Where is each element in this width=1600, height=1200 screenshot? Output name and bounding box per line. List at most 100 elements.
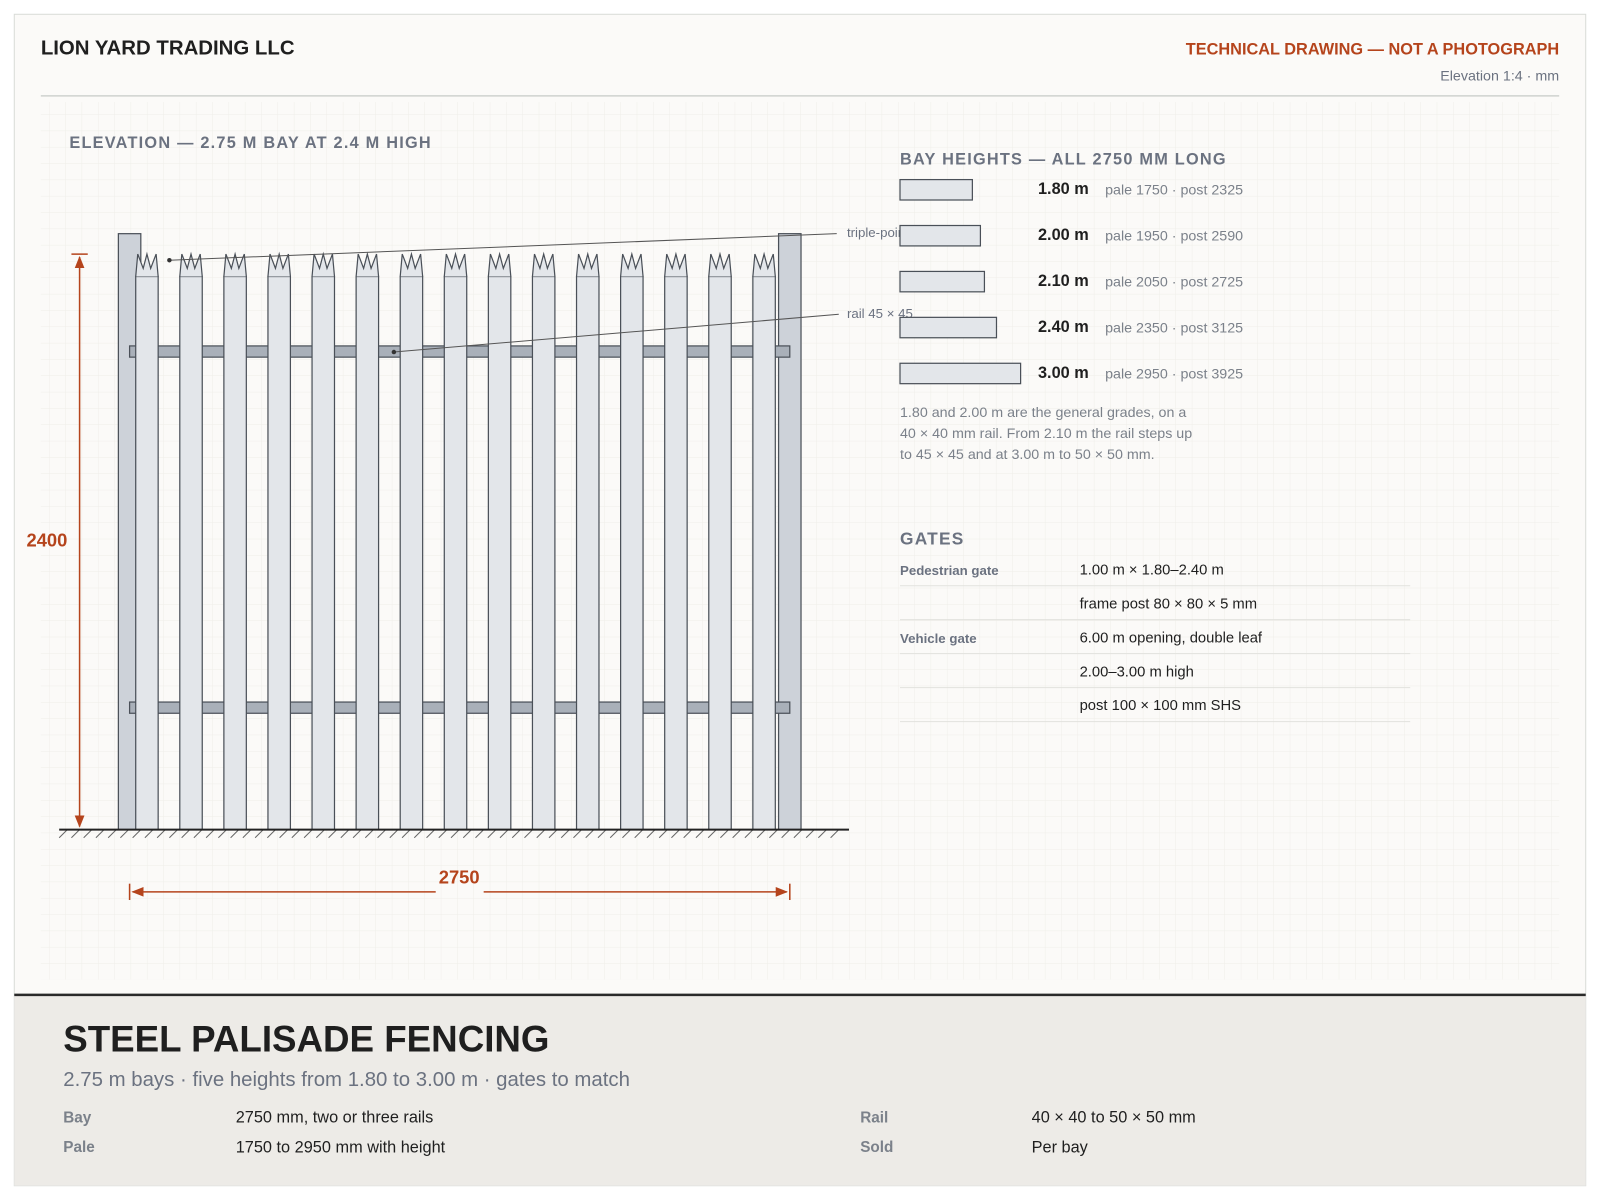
height-label: 1.80 m	[1038, 180, 1089, 198]
pale	[664, 275, 688, 831]
ground-hatch	[156, 829, 166, 839]
ground-hatch	[511, 829, 521, 839]
height-detail: pale 1750 · post 2325	[1105, 183, 1243, 199]
ground-hatch	[144, 829, 154, 839]
height-detail: pale 1950 · post 2590	[1105, 229, 1243, 245]
pale	[487, 275, 512, 831]
ground-hatch	[830, 829, 840, 839]
height-label: 2.40 m	[1038, 318, 1089, 336]
pale-point	[487, 251, 512, 277]
spec-label: Bay	[63, 1109, 92, 1126]
ground-hatch	[548, 829, 558, 839]
ground-hatch	[71, 829, 80, 839]
ground-hatch	[364, 829, 374, 839]
pale-point	[664, 251, 688, 277]
ground-hatch	[242, 829, 252, 839]
ground-hatch	[450, 829, 460, 839]
pale	[267, 275, 292, 831]
drawing-notice: TECHNICAL DRAWING — NOT A PHOTOGRAPH	[1186, 40, 1559, 58]
bay-heights-note: 1.80 and 2.00 m are the general grades, …	[900, 405, 1192, 463]
height-bar	[899, 224, 982, 247]
pale	[708, 275, 732, 831]
ground-hatch	[769, 829, 778, 839]
callout-label: triple-point	[847, 225, 909, 240]
ground-hatch	[181, 829, 191, 839]
ground-hatch	[438, 829, 448, 839]
spec-label: Pale	[63, 1139, 94, 1156]
ground-hatch	[315, 829, 325, 839]
pale-point	[531, 251, 556, 277]
ground-hatch	[254, 829, 264, 839]
ground-hatch	[609, 829, 619, 839]
note-line: 1.80 and 2.00 m are the general grades, …	[900, 405, 1186, 421]
ground-hatch	[646, 829, 656, 839]
ground-hatch	[352, 829, 362, 839]
ground-hatch	[818, 829, 827, 839]
spec-label: Rail	[860, 1109, 888, 1126]
gate-spec: 1.00 m × 1.80–2.40 m	[1080, 562, 1224, 578]
pale-point	[223, 251, 247, 277]
ground-hatch	[597, 829, 607, 839]
gate-spec: frame post 80 × 80 × 5 mm	[1080, 596, 1257, 612]
callout-leader	[393, 313, 839, 353]
bay-heights-list: 1.80 m pale 1750 · post 2325 2.00 m pale 19…	[899, 178, 1243, 385]
ground-hatch	[658, 829, 668, 839]
pale	[620, 275, 644, 831]
ground-hatch	[695, 829, 705, 839]
gates-title: GATES	[900, 528, 965, 548]
ground-hatch	[536, 829, 546, 839]
ground-hatch	[83, 829, 93, 839]
ground-hatch	[230, 829, 240, 839]
ground-hatch	[266, 829, 276, 839]
pale	[399, 275, 424, 831]
ground-hatch	[340, 829, 350, 839]
ground-hatch	[107, 829, 117, 839]
ground-hatch	[291, 829, 301, 839]
pale-point	[267, 251, 292, 277]
gate-spec: post 100 × 100 mm SHS	[1080, 698, 1242, 714]
ground-hatch	[95, 829, 105, 839]
ground-hatch	[413, 829, 423, 839]
ground-hatch	[487, 829, 497, 839]
pale-point	[311, 251, 336, 277]
ground-hatch	[205, 829, 215, 839]
pale-point	[752, 251, 776, 277]
product-subtitle: 2.75 m bays · five heights from 1.80 to …	[63, 1069, 630, 1091]
ground-hatch	[120, 829, 129, 839]
ground-hatch	[279, 829, 289, 839]
height-label: 3.00 m	[1038, 364, 1089, 382]
pale-point	[399, 251, 424, 277]
fence-elevation	[58, 233, 849, 839]
ground-hatch	[573, 829, 582, 839]
height-bar	[899, 178, 973, 201]
ground-hatch	[560, 829, 570, 839]
ground-hatch	[732, 829, 742, 839]
pale	[311, 275, 336, 831]
ground-hatch	[634, 829, 644, 839]
callout-dot	[391, 349, 397, 355]
ground-hatch	[781, 829, 791, 839]
ground-hatch	[524, 829, 534, 839]
height-dimension: 2400	[27, 530, 68, 551]
ground-hatch	[805, 829, 815, 839]
height-bar	[899, 362, 1022, 385]
ground-hatch	[475, 829, 485, 839]
width-dimension: 2750	[439, 866, 480, 887]
note-line: to 45 × 45 and at 3.00 m to 50 × 50 mm.	[900, 447, 1155, 463]
pale	[179, 275, 203, 831]
note-line: 40 × 40 mm rail. From 2.10 m the rail st…	[900, 426, 1192, 442]
pale	[135, 275, 159, 831]
ground-hatch	[169, 829, 178, 839]
gates-table: Pedestrian gate 1.00 m × 1.80–2.40 m frame…	[900, 562, 1411, 723]
pale-point	[443, 251, 468, 277]
spec-value: Per bay	[1032, 1138, 1089, 1156]
height-detail: pale 2050 · post 2725	[1105, 274, 1243, 290]
company-name: LION YARD TRADING LLC	[41, 37, 295, 59]
pale-point	[179, 251, 203, 277]
ground-hatch	[132, 829, 142, 839]
pale-point	[708, 251, 732, 277]
pale-point	[575, 251, 600, 277]
ground-hatch	[462, 829, 472, 839]
height-detail: pale 2350 · post 3125	[1105, 320, 1243, 336]
